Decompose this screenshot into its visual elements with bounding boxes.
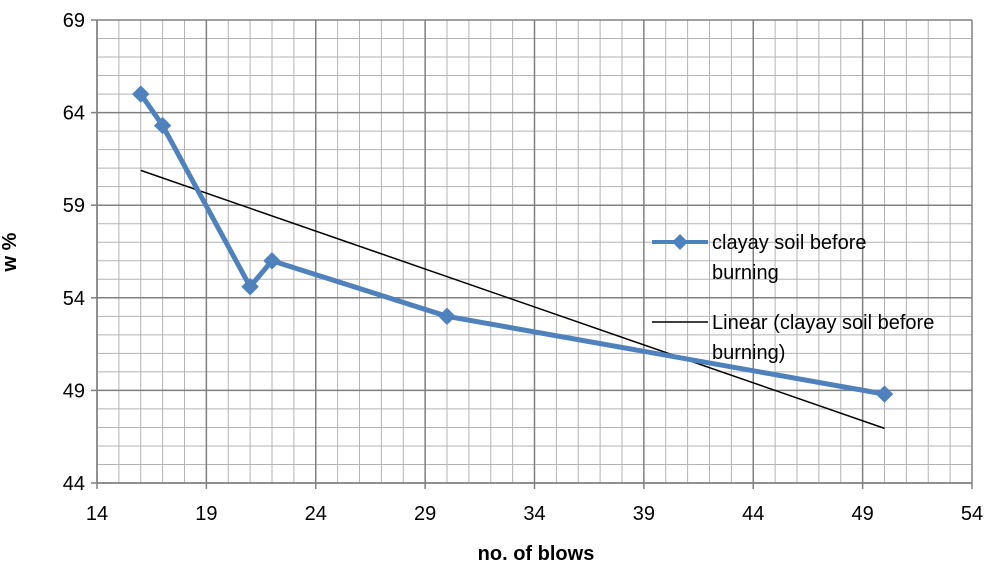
data-point-marker	[263, 252, 281, 270]
y-tick-labels: 44 49 54 59 64 69	[63, 10, 85, 495]
data-point-marker	[875, 385, 894, 403]
trendline	[140, 169, 885, 430]
legend-series-label-line1: clayay soil before	[712, 232, 867, 254]
x-tick-label: 39	[633, 503, 655, 525]
y-tick-label: 54	[63, 288, 85, 310]
legend-trendline-label: Linear (clayay soil before burning)	[712, 312, 940, 364]
legend-trendline-label-line1: Linear (clayay soil before	[712, 312, 934, 334]
x-tick-label: 24	[305, 503, 327, 525]
data-point-marker	[153, 116, 172, 135]
series-layer	[132, 85, 894, 403]
x-tick-label: 44	[742, 503, 764, 525]
x-axis-title: no. of blows	[478, 543, 595, 565]
x-tick-label: 54	[961, 503, 983, 525]
y-tick-label: 69	[63, 10, 85, 32]
trendline-layer	[140, 169, 885, 430]
data-point-marker	[241, 277, 259, 296]
legend-series-label-line2: burning	[712, 262, 779, 284]
x-tick-label: 19	[195, 503, 217, 525]
y-tick-label: 59	[63, 195, 85, 217]
legend-series-label: clayay soil before burning	[712, 232, 872, 284]
data-point-marker	[438, 307, 456, 326]
x-tick-label: 34	[523, 503, 545, 525]
x-tick-label: 14	[86, 503, 108, 525]
y-tick-label: 49	[63, 380, 85, 402]
series-line	[138, 92, 885, 397]
x-tick-labels: 14 19 24 29 34 39 44 49 54	[86, 503, 983, 525]
legend-series-marker	[672, 234, 688, 250]
data-point-marker	[132, 85, 150, 103]
legend: clayay soil before burning Linear (claya…	[652, 232, 940, 364]
y-tick-label: 64	[63, 103, 85, 125]
y-tick-label: 44	[63, 473, 85, 495]
legend-trendline-label-line2: burning)	[712, 342, 785, 364]
x-tick-label: 29	[414, 503, 436, 525]
grid-major	[91, 19, 973, 489]
y-axis-title: w %	[0, 232, 21, 272]
x-tick-label: 49	[852, 503, 874, 525]
